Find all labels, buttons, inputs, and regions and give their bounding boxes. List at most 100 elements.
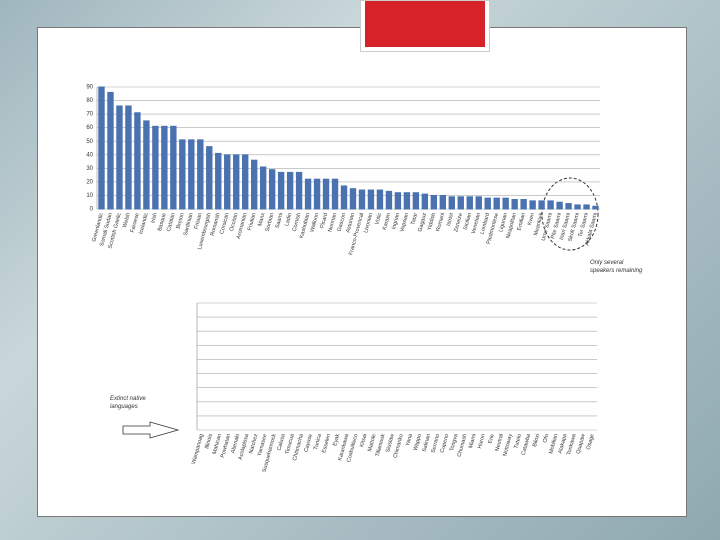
x-tick-label: Mobilian — [548, 433, 559, 454]
bar — [394, 192, 402, 210]
bar — [430, 194, 438, 210]
x-tick-label: Istriot — [446, 212, 455, 227]
y-tick-label: 80 — [86, 98, 93, 104]
bar — [304, 178, 312, 210]
x-tick-label: Walloon — [310, 212, 321, 233]
bar — [242, 154, 249, 210]
bar — [520, 199, 527, 210]
x-tick-label: Picard — [320, 212, 330, 229]
bar — [547, 200, 554, 210]
bar — [448, 196, 455, 210]
x-tick-label: Atakapa — [557, 432, 568, 454]
annotation-line: Extinct native — [110, 396, 146, 402]
x-tick-label: Corsican — [219, 212, 230, 235]
arrow — [122, 421, 180, 439]
y-tick-label: 70 — [86, 112, 93, 118]
bar — [179, 139, 186, 210]
bar — [511, 199, 518, 210]
x-tick-label: Quapaw — [576, 433, 587, 454]
annotation-line: Only several — [590, 260, 624, 266]
y-tick-label: 30 — [86, 166, 93, 172]
x-tick-label: Frisian — [194, 212, 204, 230]
x-tick-label: Lombard — [480, 212, 491, 235]
x-tick-label: Cupeno — [440, 433, 451, 453]
bar — [215, 152, 222, 210]
x-tick-label: Faroese — [130, 212, 141, 233]
y-tick-label: 10 — [86, 193, 93, 199]
x-tick-label: Illinois — [204, 433, 214, 450]
x-tick-label: Mattole — [367, 433, 377, 452]
x-tick-label: Cornish — [292, 212, 303, 232]
x-tick-label: Nottoway — [502, 433, 514, 457]
y-tick-label: 50 — [86, 139, 93, 145]
x-tick-label: Salinan — [422, 433, 433, 452]
x-tick-label: Timucua — [285, 432, 296, 455]
x-tick-label: Ligurian — [498, 212, 509, 232]
bar — [493, 197, 500, 210]
x-tick-label: Breton — [176, 212, 186, 229]
x-tick-label: Tunica — [313, 432, 323, 450]
x-tick-label: Serrano — [430, 433, 441, 453]
bar — [556, 201, 563, 210]
bar — [224, 154, 231, 210]
x-tick-label: Ofo — [542, 433, 550, 443]
bar — [268, 169, 276, 210]
bar — [277, 171, 285, 210]
x-tick-label: Yana — [405, 432, 414, 446]
x-tick-label: Neutral — [494, 433, 504, 452]
x-tick-label: Osage — [586, 433, 596, 450]
x-tick-label: Livonian — [363, 212, 374, 233]
bar — [592, 205, 599, 210]
bar — [250, 159, 258, 210]
bar — [529, 200, 536, 210]
bar — [376, 189, 384, 210]
bar — [502, 197, 509, 210]
x-tick-label: Vepsian — [399, 212, 410, 232]
bar — [565, 203, 572, 210]
bar — [367, 189, 375, 210]
x-tick-label: Sardinian — [183, 212, 195, 236]
x-tick-label: Irish — [150, 212, 158, 224]
x-tick-label: Ladin — [284, 212, 293, 227]
x-tick-label: Venetian — [471, 212, 482, 234]
x-tick-label: Karaim — [382, 212, 392, 231]
x-tick-label: Romansh — [210, 212, 222, 236]
bar — [322, 178, 330, 210]
x-tick-label: Friulian — [247, 212, 257, 231]
x-tick-label: Eyak — [332, 433, 341, 447]
content-panel — [37, 27, 687, 517]
x-tick-label: Norman — [328, 212, 339, 232]
bar — [574, 204, 581, 210]
bar — [538, 200, 545, 210]
x-tick-label: Sicilian — [463, 212, 473, 230]
bar — [439, 194, 447, 210]
x-tick-label: Esselen — [321, 433, 332, 453]
x-tick-label: Kitsai — [359, 433, 368, 448]
x-tick-label: Cayuse — [303, 433, 314, 453]
bar — [233, 154, 240, 210]
x-tick-label: Natchez — [248, 433, 259, 454]
annotation: Only several speakers remaining — [590, 260, 643, 274]
x-tick-label: Basque — [157, 212, 168, 232]
red-box — [365, 1, 485, 47]
x-tick-label: Yamasee — [257, 433, 269, 457]
x-tick-label: Ingrian — [391, 212, 401, 230]
bar — [152, 125, 159, 210]
x-tick-label: Tatar — [410, 212, 419, 226]
bar — [385, 190, 393, 210]
x-tick-label: Tutelo — [513, 433, 523, 449]
bar — [358, 189, 366, 210]
bar — [403, 192, 411, 210]
bar — [116, 105, 123, 210]
x-tick-label: Icelandic — [138, 212, 149, 235]
x-tick-label: Mahican — [212, 433, 223, 455]
x-tick-label: Asturian — [345, 212, 356, 233]
x-tick-label: Wappo — [413, 433, 423, 451]
x-tick-label: Abenaki — [230, 433, 241, 454]
x-tick-label: Sorbian — [265, 212, 276, 232]
x-tick-label: Emilian — [517, 212, 527, 231]
bar — [421, 193, 429, 210]
bar — [340, 185, 348, 210]
x-tick-label: Chumash — [457, 433, 469, 457]
